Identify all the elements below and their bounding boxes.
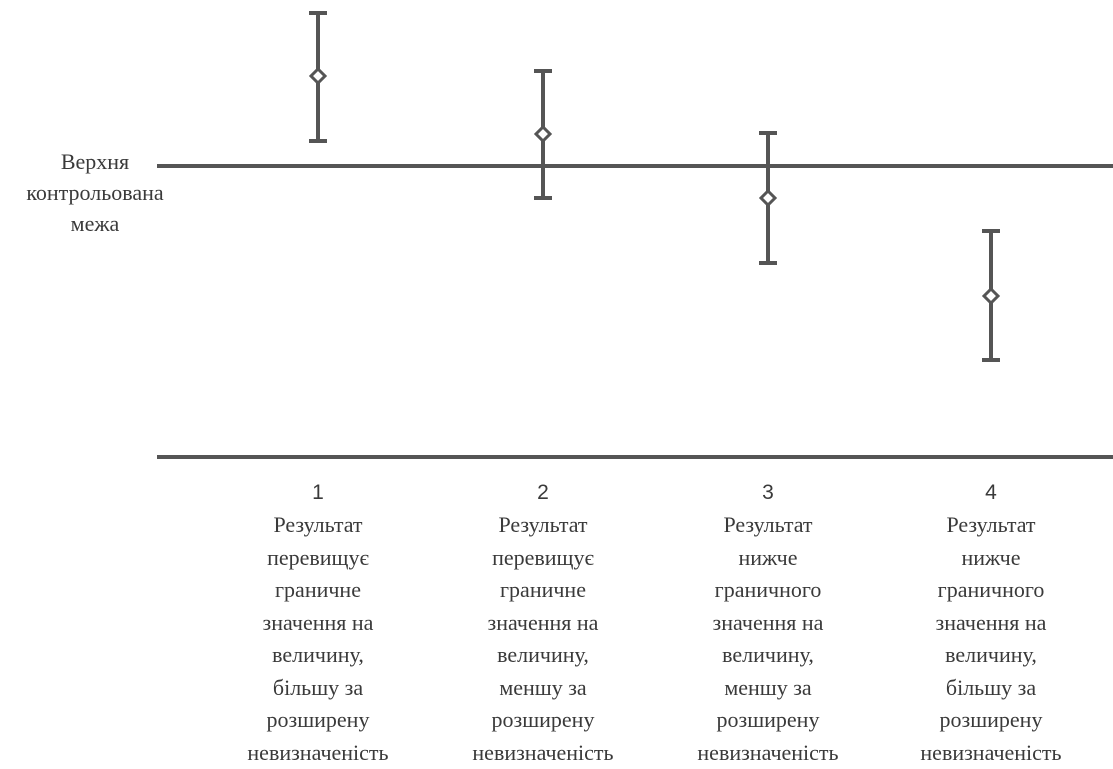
errorbar-1-marker bbox=[311, 69, 325, 83]
case-2-line-4: значення на bbox=[443, 607, 643, 640]
case-3-line-3: граничного bbox=[668, 574, 868, 607]
case-4-line-4: значення на bbox=[891, 607, 1091, 640]
case-2-description: 2 Результат перевищує граничне значення … bbox=[443, 478, 643, 769]
case-3-line-6: меншу за bbox=[668, 672, 868, 705]
errorbar-case-3 bbox=[759, 133, 777, 263]
case-1-line-3: граничне bbox=[218, 574, 418, 607]
case-4-description: 4 Результат нижче граничного значення на… bbox=[891, 478, 1091, 769]
errorbar-case-2 bbox=[534, 71, 552, 198]
case-1-line-5: величину, bbox=[218, 639, 418, 672]
case-3-number: 3 bbox=[668, 478, 868, 508]
errorbar-2-marker bbox=[536, 127, 550, 141]
case-3-line-5: величину, bbox=[668, 639, 868, 672]
errorbar-case-4 bbox=[982, 231, 1000, 360]
upper-limit-label-line-1: Верхня bbox=[0, 146, 190, 177]
case-1-line-6: більшу за bbox=[218, 672, 418, 705]
case-2-line-5: величину, bbox=[443, 639, 643, 672]
case-1-line-1: Результат bbox=[218, 509, 418, 542]
case-2-line-8: невизначеність bbox=[443, 737, 643, 769]
case-2-line-3: граничне bbox=[443, 574, 643, 607]
case-4-line-6: більшу за bbox=[891, 672, 1091, 705]
case-1-line-7: розширену bbox=[218, 704, 418, 737]
errorbar-case-1 bbox=[309, 13, 327, 141]
case-4-line-2: нижче bbox=[891, 542, 1091, 575]
upper-limit-label-line-3: межа bbox=[0, 208, 190, 239]
errorbar-4-marker bbox=[984, 289, 998, 303]
case-4-line-7: розширену bbox=[891, 704, 1091, 737]
case-2-number: 2 bbox=[443, 478, 643, 508]
upper-control-limit-label: Верхня контрольована межа bbox=[0, 146, 190, 239]
case-4-line-1: Результат bbox=[891, 509, 1091, 542]
case-2-line-7: розширену bbox=[443, 704, 643, 737]
case-2-line-1: Результат bbox=[443, 509, 643, 542]
case-4-line-3: граничного bbox=[891, 574, 1091, 607]
case-4-number: 4 bbox=[891, 478, 1091, 508]
case-1-number: 1 bbox=[218, 478, 418, 508]
case-2-line-2: перевищує bbox=[443, 542, 643, 575]
case-1-line-4: значення на bbox=[218, 607, 418, 640]
case-3-description: 3 Результат нижче граничного значення на… bbox=[668, 478, 868, 769]
errorbar-3-marker bbox=[761, 191, 775, 205]
case-3-line-4: значення на bbox=[668, 607, 868, 640]
case-3-line-7: розширену bbox=[668, 704, 868, 737]
case-4-line-5: величину, bbox=[891, 639, 1091, 672]
case-3-line-2: нижче bbox=[668, 542, 868, 575]
case-4-line-8: невизначеність bbox=[891, 737, 1091, 769]
upper-limit-label-line-2: контрольована bbox=[0, 177, 190, 208]
case-1-description: 1 Результат перевищує граничне значення … bbox=[218, 478, 418, 769]
case-1-line-8: невизначеність bbox=[218, 737, 418, 769]
case-3-line-8: невизначеність bbox=[668, 737, 868, 769]
case-1-line-2: перевищує bbox=[218, 542, 418, 575]
case-2-line-6: меншу за bbox=[443, 672, 643, 705]
case-3-line-1: Результат bbox=[668, 509, 868, 542]
